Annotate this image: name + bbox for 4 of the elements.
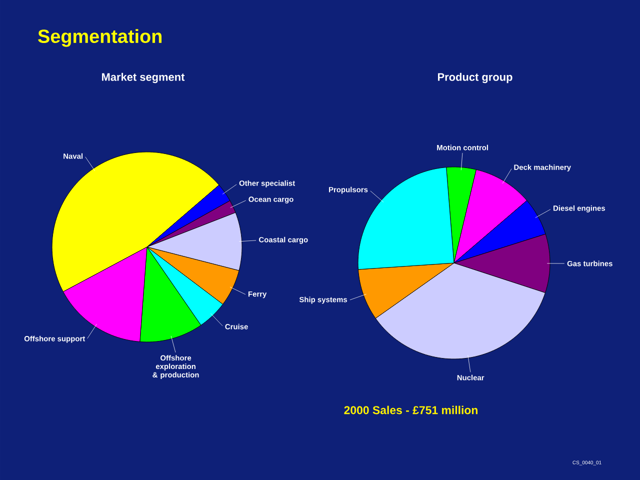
chart-subtitle: Market segment (102, 72, 185, 84)
chart-title: Segmentation (38, 29, 162, 47)
chart-subtitle: Product group (438, 72, 512, 84)
text: 2000 Sales - £751 million (344, 406, 478, 414)
